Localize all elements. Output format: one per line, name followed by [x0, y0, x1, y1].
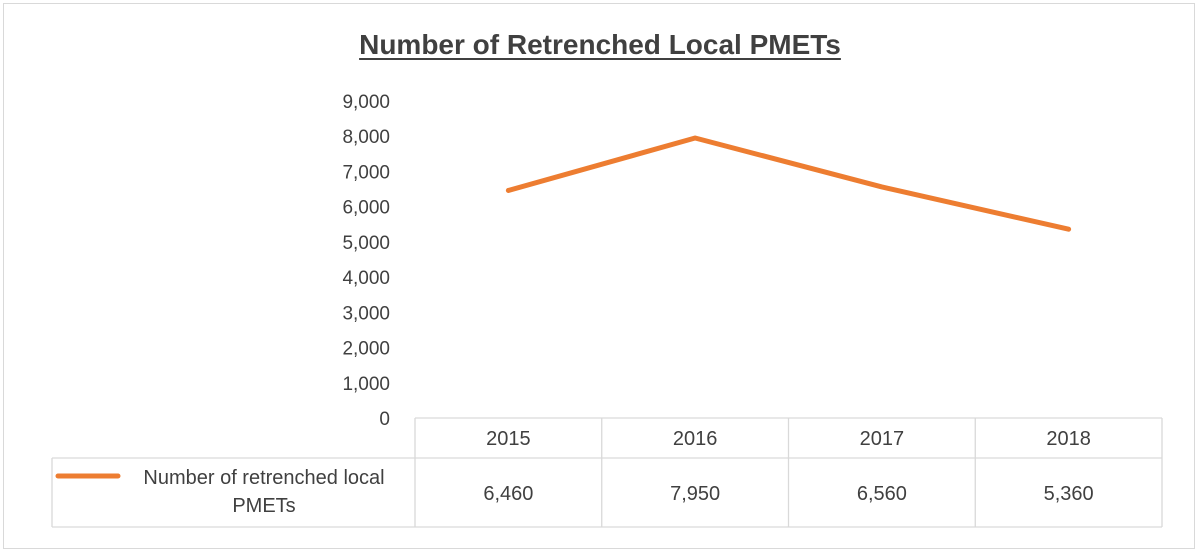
- value-label: 7,950: [670, 483, 720, 505]
- category-label: 2018: [1046, 428, 1091, 450]
- value-label: 5,360: [1044, 483, 1094, 505]
- y-tick-label: 5,000: [342, 233, 390, 254]
- series-layer: [505, 135, 1072, 232]
- value-label: 6,460: [483, 483, 533, 505]
- data-table: 2015 2016 2017 2018 6,460 7,950 6,560 5,360 Numb…: [51, 417, 1163, 528]
- y-tick-label: 2,000: [342, 339, 390, 360]
- value-label: 6,560: [857, 483, 907, 505]
- y-tick-label: 6,000: [342, 198, 390, 219]
- category-label: 2015: [486, 428, 531, 450]
- y-tick-label: 3,000: [342, 303, 390, 324]
- legend-label: Number of retrenched local PMETs: [143, 467, 384, 517]
- category-label: 2017: [860, 428, 905, 450]
- chart-title: Number of Retrenched Local PMETs: [359, 29, 841, 60]
- y-tick-label: 0: [379, 409, 390, 430]
- y-axis: 0 1,000 2,000 3,000 4,000 5,000 6,000 7,000 8,00…: [342, 92, 390, 430]
- series-line: [505, 135, 1072, 232]
- y-tick-label: 7,000: [342, 162, 390, 183]
- chart-frame: [3, 3, 1195, 549]
- y-tick-label: 1,000: [342, 374, 390, 395]
- category-label: 2016: [673, 428, 718, 450]
- y-tick-label: 4,000: [342, 268, 390, 289]
- y-tick-label: 8,000: [342, 127, 390, 148]
- y-tick-label: 9,000: [342, 92, 390, 113]
